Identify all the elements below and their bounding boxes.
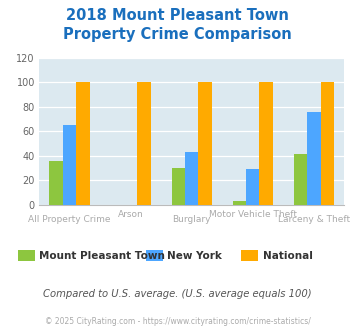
Text: © 2025 CityRating.com - https://www.cityrating.com/crime-statistics/: © 2025 CityRating.com - https://www.city… bbox=[45, 317, 310, 326]
Bar bbox=[49, 161, 63, 205]
Bar bbox=[76, 82, 90, 205]
Text: All Property Crime: All Property Crime bbox=[28, 215, 111, 224]
Bar bbox=[137, 82, 151, 205]
Bar bbox=[185, 152, 198, 205]
Bar bbox=[233, 201, 246, 205]
Text: 2018 Mount Pleasant Town
Property Crime Comparison: 2018 Mount Pleasant Town Property Crime … bbox=[63, 8, 292, 43]
Text: Motor Vehicle Theft: Motor Vehicle Theft bbox=[209, 210, 297, 219]
Bar bbox=[294, 154, 307, 205]
Bar bbox=[171, 168, 185, 205]
Bar bbox=[198, 82, 212, 205]
Text: Larceny & Theft: Larceny & Theft bbox=[278, 215, 350, 224]
Text: Arson: Arson bbox=[118, 210, 143, 219]
Bar bbox=[321, 82, 334, 205]
Bar bbox=[63, 125, 76, 205]
Text: Compared to U.S. average. (U.S. average equals 100): Compared to U.S. average. (U.S. average … bbox=[43, 289, 312, 299]
Bar bbox=[260, 82, 273, 205]
Text: National: National bbox=[263, 251, 312, 261]
Bar bbox=[246, 169, 260, 205]
Text: Burglary: Burglary bbox=[173, 215, 211, 224]
Text: Mount Pleasant Town: Mount Pleasant Town bbox=[39, 251, 165, 261]
Text: New York: New York bbox=[167, 251, 222, 261]
Bar bbox=[307, 112, 321, 205]
